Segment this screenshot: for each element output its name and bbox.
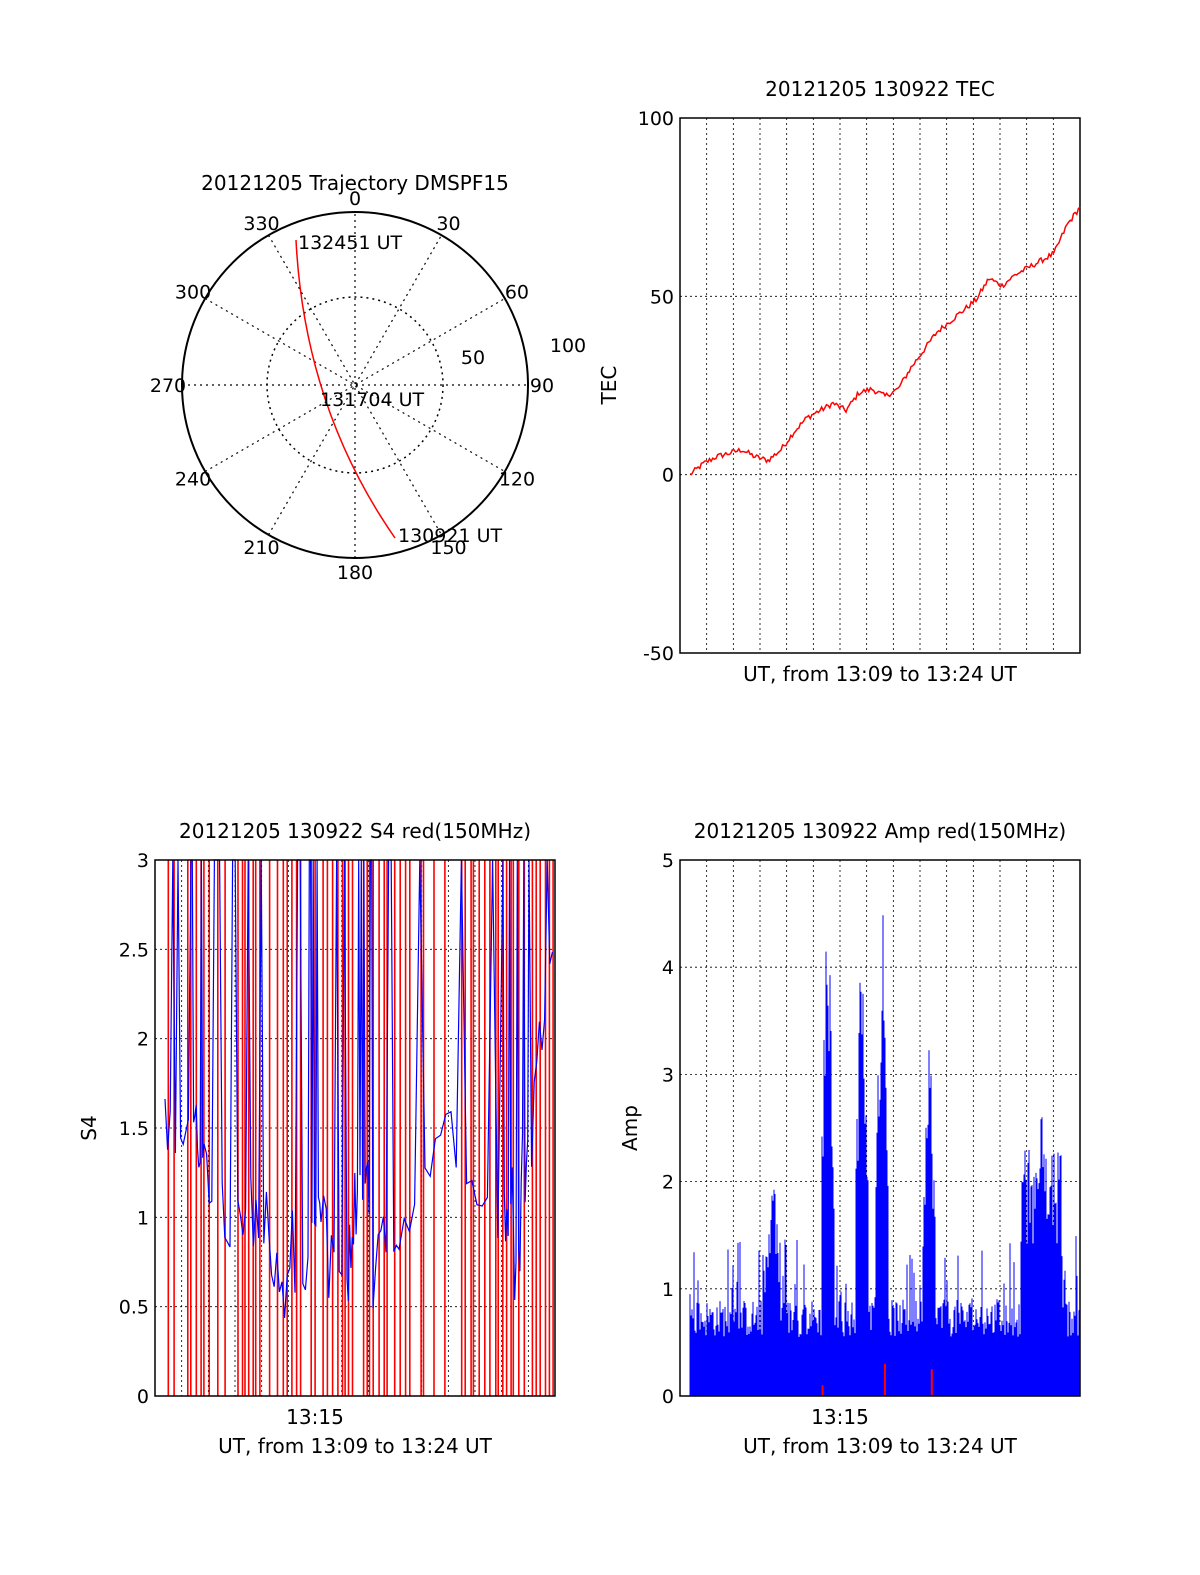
polar-azimuth-label-90: 90	[530, 375, 554, 397]
tec-grid	[680, 117, 1080, 654]
polar-azimuth-label-210: 210	[243, 537, 279, 559]
tec-chart: 20121205 130922 TEC -50 0 50 100 UT, from 1…	[597, 77, 1081, 686]
amp-ytick-3: 3	[662, 1064, 674, 1086]
s4-ytick-1: 0.5	[119, 1297, 149, 1319]
tec-ytick-2: 50	[650, 286, 674, 308]
polar-radial-label-100: 100	[550, 335, 586, 357]
s4-y-ticks: 0 0.5 1 1.5 2 2.5 3	[119, 850, 149, 1408]
tec-ytick-0: -50	[643, 643, 674, 665]
s4-ytick-0: 0	[137, 1386, 149, 1408]
polar-azimuth-label-0: 0	[349, 188, 361, 210]
s4-title: 20121205 130922 S4 red(150MHz)	[179, 819, 531, 843]
amp-y-ticks: 0 1 2 3 4 5	[662, 850, 674, 1408]
s4-ytick-5: 2.5	[119, 939, 149, 961]
trajectory-end-label: 132451 UT	[298, 232, 402, 254]
s4-frame	[154, 859, 556, 1397]
tec-xlabel: UT, from 13:09 to 13:24 UT	[743, 662, 1018, 686]
polar-azimuth-label-300: 300	[175, 282, 211, 304]
amp-xlabel: UT, from 13:09 to 13:24 UT	[743, 1434, 1018, 1458]
polar-spoke-120	[204, 297, 506, 473]
polar-title: 20121205 Trajectory DMSPF15	[201, 171, 509, 195]
polar-spoke-30	[267, 234, 443, 536]
tec-ytick-1: 0	[662, 465, 674, 487]
s4-ytick-4: 2	[137, 1029, 149, 1051]
trajectory-start-label: 130921 UT	[398, 525, 502, 547]
tec-ytick-3: 100	[638, 108, 674, 130]
polar-azimuth-label-30: 30	[436, 213, 460, 235]
polar-azimuth-labels: 0 30 60 90 120 150 180 210 240 270 300 330	[150, 188, 554, 584]
polar-azimuth-label-270: 270	[150, 375, 186, 397]
polar-azimuth-label-150: 150	[430, 537, 466, 559]
amp-frame	[679, 859, 1081, 1397]
tec-y-ticks: -50 0 50 100	[638, 108, 674, 665]
tec-frame	[679, 117, 1081, 654]
s4-ylabel: S4	[77, 1115, 101, 1140]
amp-ytick-0: 0	[662, 1386, 674, 1408]
amp-title: 20121205 130922 Amp red(150MHz)	[694, 819, 1066, 843]
amp-blue-series	[689, 915, 1081, 1396]
s4-chart: 20121205 130922 S4 red(150MHz) 0 0.5 1 1.5 2…	[77, 819, 556, 1458]
amp-xtick-1315: 13:15	[811, 1405, 869, 1429]
polar-azimuth-label-240: 240	[175, 469, 211, 491]
polar-spoke-150	[267, 234, 443, 536]
polar-azimuth-label-330: 330	[243, 213, 279, 235]
s4-xlabel: UT, from 13:09 to 13:24 UT	[218, 1434, 493, 1458]
trajectory-line	[295, 239, 396, 539]
amp-chart: 20121205 130922 Amp red(150MHz) 0 1 2 3 4 5 1…	[618, 819, 1081, 1458]
tec-ylabel: TEC	[597, 366, 621, 406]
polar-radial-label-50: 50	[461, 347, 485, 369]
amp-ytick-5: 5	[662, 850, 674, 872]
amp-red-series	[821, 1363, 933, 1396]
s4-ytick-3: 1.5	[119, 1118, 149, 1140]
tec-title: 20121205 130922 TEC	[765, 77, 995, 101]
s4-xtick-1315: 13:15	[286, 1405, 344, 1429]
polar-chart: 20121205 Trajectory DMSPF15 0 30 60 90 120 15…	[150, 171, 586, 584]
polar-azimuth-label-180: 180	[337, 562, 373, 584]
tec-series-line	[689, 206, 1081, 476]
amp-ytick-4: 4	[662, 957, 674, 979]
amp-ytick-2: 2	[662, 1172, 674, 1194]
amp-ytick-1: 1	[662, 1279, 674, 1301]
s4-ytick-6: 3	[137, 850, 149, 872]
s4-blue-series	[164, 859, 553, 1318]
polar-azimuth-label-60: 60	[505, 282, 529, 304]
trajectory-mid-label: 131704 UT	[320, 389, 424, 411]
polar-spokes	[182, 212, 528, 558]
polar-spoke-60	[204, 297, 506, 473]
amp-ylabel: Amp	[618, 1105, 642, 1151]
polar-azimuth-label-120: 120	[499, 469, 535, 491]
s4-ytick-2: 1	[137, 1207, 149, 1229]
